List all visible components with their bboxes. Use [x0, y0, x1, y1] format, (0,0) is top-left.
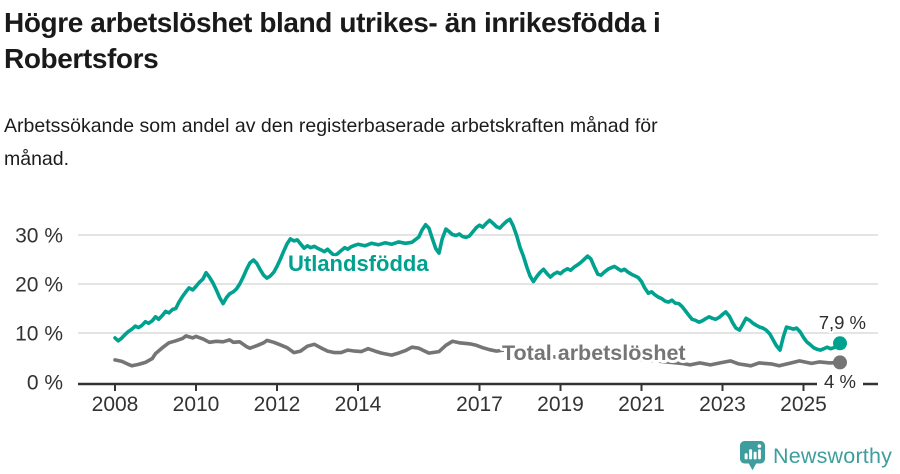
x-tick-label: 2010	[173, 393, 220, 416]
chart-header: Högre arbetslöshet bland utrikes- än inr…	[4, 5, 890, 77]
y-tick-label: 20 %	[15, 274, 63, 297]
title-line-1: Högre arbetslöshet bland utrikes- än inr…	[4, 7, 661, 38]
subtitle-line-1: Arbetssökande som andel av den registerb…	[4, 115, 658, 137]
title-line-2: Robertsfors	[4, 43, 159, 74]
plot-area: 30 % 20 % 10 % 0 % 2008 2010 2012 2014 2017 2019 2…	[15, 217, 878, 416]
series-end-dot-1	[833, 355, 847, 370]
x-tick-label: 2023	[699, 393, 746, 416]
end-value-label-utlandsfodda: 7,9 %	[819, 312, 866, 333]
subtitle-line-2: månad.	[4, 148, 70, 170]
brand-name: Newsworthy	[773, 444, 893, 468]
y-tick-label: 10 %	[15, 323, 63, 346]
series-line-0	[113, 217, 842, 352]
x-tick-label: 2012	[254, 393, 301, 416]
brand-logo[interactable]: Newsworthy	[739, 440, 892, 473]
x-tick-label: 2014	[335, 393, 382, 416]
end-value-label-total: 4 %	[824, 371, 856, 392]
y-tick-label: 0 %	[27, 372, 63, 395]
series-end-dot-0	[833, 336, 847, 351]
series-line-1	[113, 334, 842, 368]
end-value-label-background	[817, 372, 863, 391]
x-tick-label: 2019	[537, 393, 584, 416]
page-title: Högre arbetslöshet bland utrikes- än inr…	[4, 5, 890, 77]
y-tick-label: 30 %	[15, 225, 63, 248]
chart-subtitle: Arbetssökande som andel av den registerb…	[4, 110, 890, 176]
x-tick-label: 2021	[618, 393, 665, 416]
x-tick-label: 2025	[780, 393, 827, 416]
series-label-total-arbetsloshet: Total arbetslöshet	[502, 341, 686, 365]
x-tick-label: 2017	[456, 393, 503, 416]
x-tick-label: 2008	[92, 393, 139, 416]
series-label-utlandsfodda: Utlandsfödda	[288, 251, 429, 276]
newsworthy-logo-icon	[740, 441, 765, 471]
